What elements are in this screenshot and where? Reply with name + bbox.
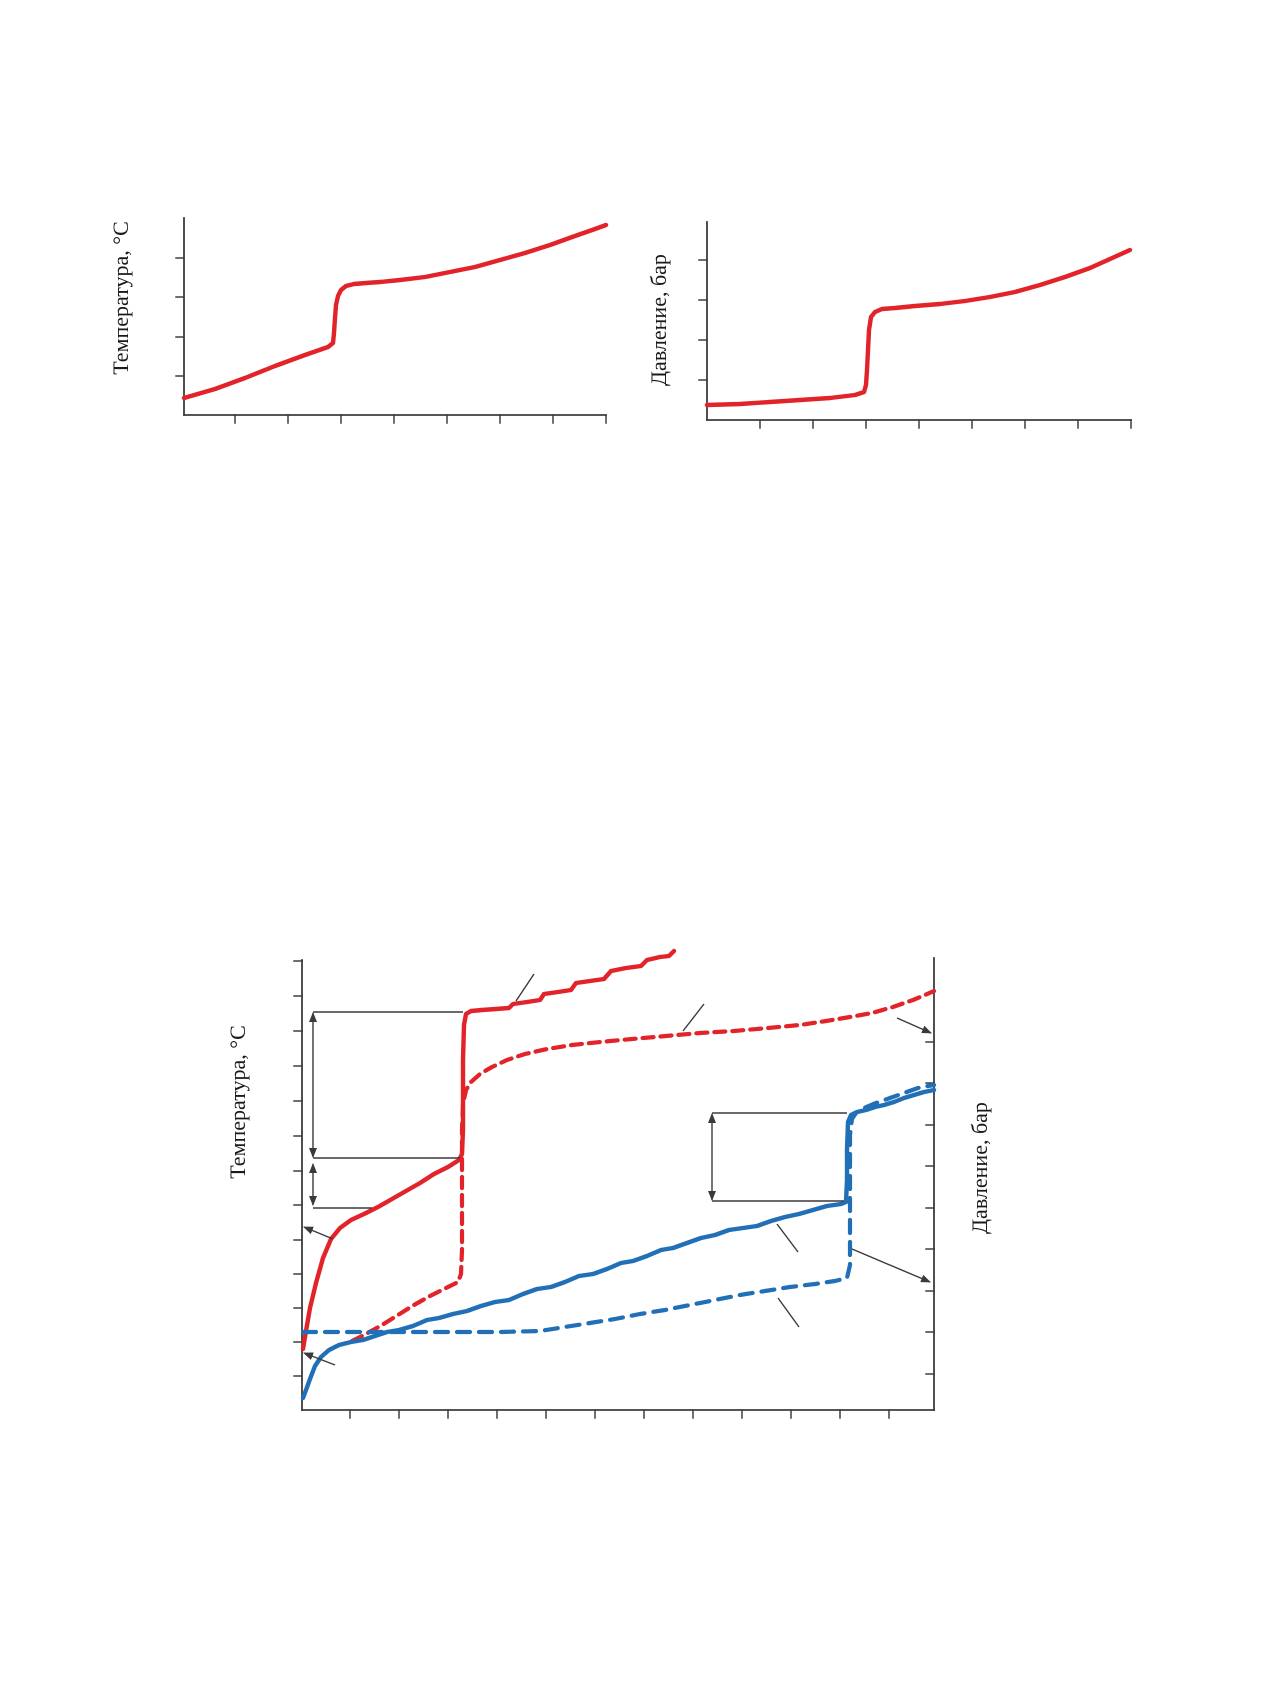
leader-blue-solid-curve xyxy=(776,1223,799,1253)
arrow-blue-solid-to-left-axis xyxy=(303,1352,336,1366)
y-axis-label-temperature: Температура, °С xyxy=(225,1025,250,1179)
x-axis xyxy=(183,414,607,424)
leader-red-dashed-curve xyxy=(682,1003,705,1032)
y-axis-left-temperature xyxy=(293,959,303,1411)
y-axis-label-pressure: Давление, бар xyxy=(646,254,671,386)
pressure-curve-blue-dashed xyxy=(300,1082,937,1335)
temperature-curve-blue-solid xyxy=(300,1087,937,1401)
arrow-red-dashed-to-right-axis xyxy=(896,1017,932,1034)
chart-top-left-temperature-vs-time: Температура, °С xyxy=(108,217,609,424)
leader-blue-dashed-curve xyxy=(777,1297,800,1328)
y-axis-label-pressure: Давление, бар xyxy=(967,1102,992,1234)
y-axis xyxy=(698,221,708,421)
pressure-curve-red-dashed xyxy=(349,988,937,1344)
y-axis xyxy=(175,217,185,416)
pressure-curve-red-solid xyxy=(704,247,1133,408)
temperature-curve-red-solid xyxy=(181,222,609,401)
x-axis xyxy=(301,1409,935,1419)
arrow-blue-dashed-to-right-axis xyxy=(851,1248,931,1283)
chart-top-right-pressure-vs-time: Давление, бар xyxy=(646,221,1133,429)
temperature-curve-red-solid xyxy=(300,948,677,1352)
y-axis-right-pressure xyxy=(925,957,935,1411)
arrow-red-solid-to-left-axis xyxy=(303,1226,334,1240)
x-axis xyxy=(706,419,1132,429)
y-axis-label-temperature: Температура, °С xyxy=(108,221,133,375)
leader-red-solid-curve xyxy=(515,973,535,1002)
chart-bottom-combined-temperature-pressure: Температура, °С Давление, бар xyxy=(225,948,992,1419)
